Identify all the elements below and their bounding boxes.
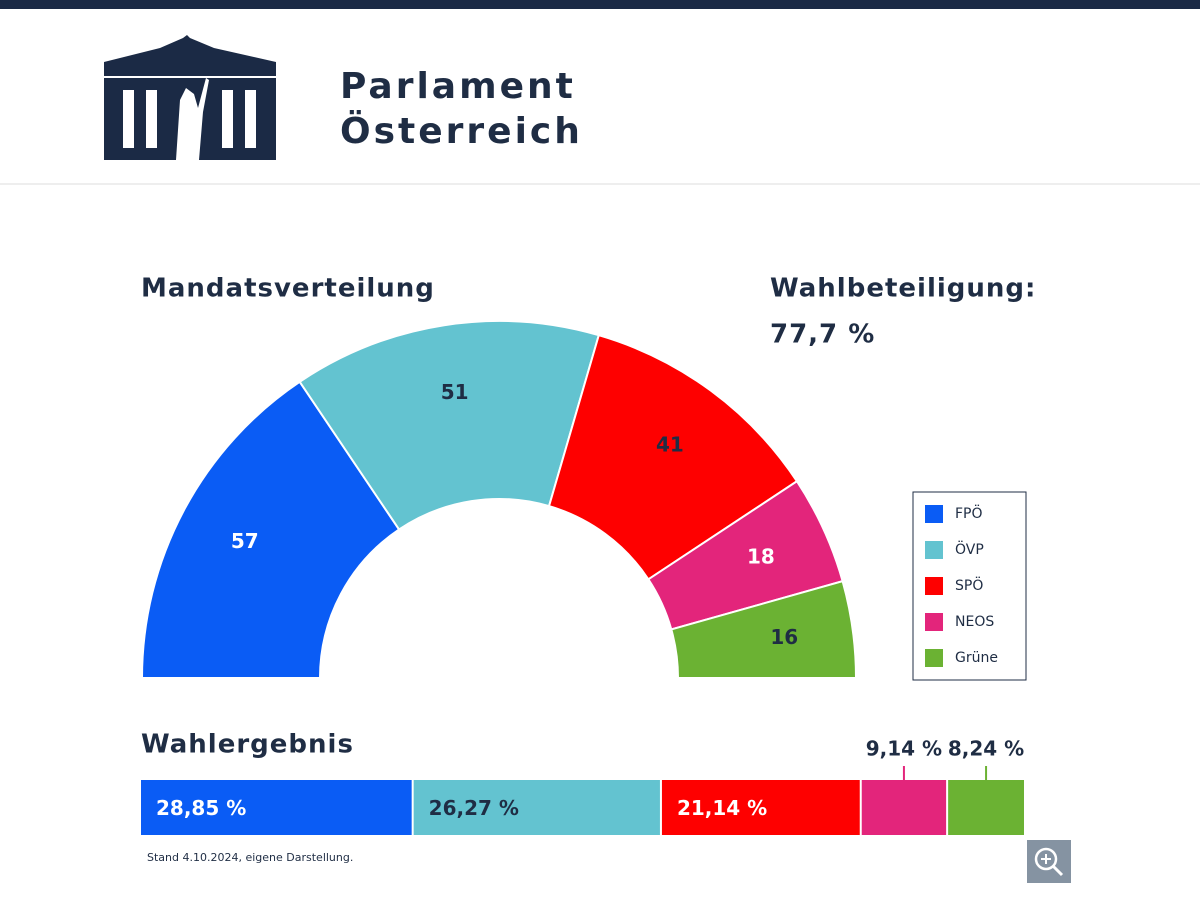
legend-label: ÖVP (955, 540, 984, 558)
legend-label: SPÖ (955, 576, 983, 594)
seat-segment (670, 579, 858, 679)
legend-label: Grüne (955, 650, 998, 666)
legend-swatch (925, 613, 943, 631)
footnote: Stand 4.10.2024, eigene Darstellung. (147, 851, 353, 864)
legend-swatch (925, 649, 943, 667)
chart-title: Mandatsverteilung (141, 274, 435, 304)
seat-segment (140, 380, 401, 679)
legend-swatch (925, 505, 943, 523)
turnout-title: Wahlbeteiligung: (770, 274, 1036, 304)
seat-label: 57 (231, 529, 259, 553)
value-label: 8,24 % (948, 737, 1024, 761)
seat-label: 16 (770, 625, 798, 649)
logo[interactable] (104, 35, 276, 160)
value-label: 21,14 % (677, 796, 767, 820)
legend-swatch (925, 577, 943, 595)
seat-segment (298, 320, 601, 531)
bar-segment (661, 780, 860, 835)
legend-swatch (925, 541, 943, 559)
turnout: 77,7 % (770, 320, 875, 350)
seat-label: 18 (747, 545, 775, 569)
legend-label: NEOS (955, 614, 994, 630)
legend-label: FPÖ (955, 504, 983, 522)
value-label: 9,14 % (866, 737, 942, 761)
bar-segment (413, 780, 660, 835)
zoom-button[interactable] (1027, 840, 1071, 883)
seat-label: 41 (656, 433, 684, 457)
bar-segment (861, 780, 947, 835)
chart-title: Wahlergebnis (141, 730, 354, 760)
bar-segment (948, 780, 1024, 835)
value-label: 28,85 % (156, 796, 246, 820)
seat-label: 51 (441, 380, 469, 404)
top-bar (0, 0, 1200, 9)
value-label: 26,27 % (429, 796, 519, 820)
bar-segment (141, 780, 412, 835)
site-title: Österreich (340, 110, 583, 152)
site-title: Parlament (340, 66, 576, 107)
